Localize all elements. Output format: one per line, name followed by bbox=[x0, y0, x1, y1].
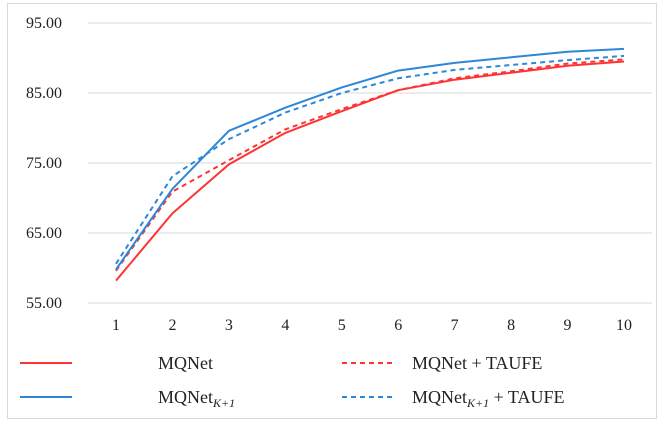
y-axis-tick-labels: 55.00 65.00 75.00 85.00 95.00 bbox=[26, 15, 62, 312]
y-tick-label: 55.00 bbox=[26, 295, 62, 312]
chart-frame bbox=[7, 3, 657, 419]
y-tick-label: 75.00 bbox=[26, 155, 62, 172]
y-tick-label: 85.00 bbox=[26, 85, 62, 102]
series-lines bbox=[115, 47, 625, 282]
x-tick-label: 4 bbox=[281, 317, 289, 334]
x-tick-label: 2 bbox=[168, 317, 176, 334]
x-tick-label: 9 bbox=[564, 317, 572, 334]
legend-label-3: MQNetK+1 bbox=[158, 387, 235, 410]
x-tick-label: 7 bbox=[451, 317, 459, 334]
y-tick-label: 95.00 bbox=[26, 15, 62, 32]
y-tick-label: 65.00 bbox=[26, 225, 62, 242]
legend-label-base: MQNet bbox=[158, 353, 213, 373]
x-tick-label: 6 bbox=[394, 317, 402, 334]
legend-label-subscript: K+1 bbox=[212, 396, 235, 410]
legend-label-suffix: + TAUFE bbox=[489, 387, 564, 407]
x-tick-label: 1 bbox=[112, 317, 120, 334]
series-line-1 bbox=[115, 60, 625, 282]
series-line-4 bbox=[115, 54, 625, 265]
gridlines bbox=[88, 22, 652, 304]
legend-label-base: MQNet bbox=[412, 387, 467, 407]
series-line-2 bbox=[115, 58, 625, 272]
x-tick-label: 3 bbox=[225, 317, 233, 334]
x-tick-label: 5 bbox=[338, 317, 346, 334]
legend-label-base: MQNet + TAUFE bbox=[412, 353, 542, 373]
legend-label-base: MQNet bbox=[158, 387, 213, 407]
legend-label-2: MQNet + TAUFE bbox=[412, 353, 542, 373]
series-line-3 bbox=[115, 47, 625, 270]
legend-label-4: MQNetK+1 + TAUFE bbox=[412, 387, 565, 410]
legend-label-subscript: K+1 bbox=[466, 396, 489, 410]
x-tick-label: 8 bbox=[507, 317, 515, 334]
x-tick-label: 10 bbox=[616, 317, 632, 334]
x-axis-tick-labels: 1 2 3 4 5 6 7 8 9 10 bbox=[112, 317, 632, 334]
legend-label-1: MQNet bbox=[158, 353, 213, 373]
